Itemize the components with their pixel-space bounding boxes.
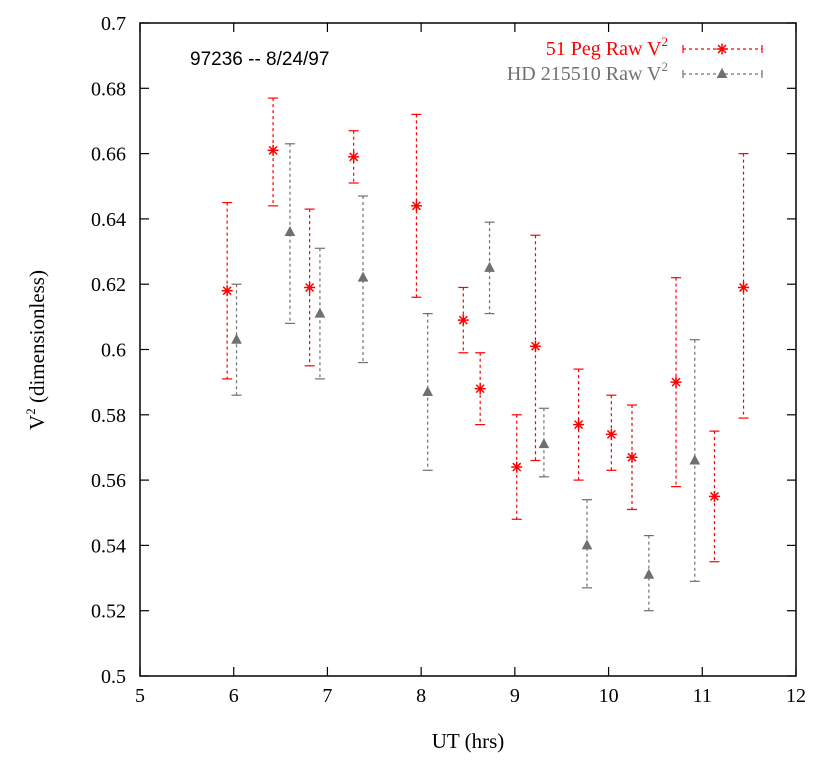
data-point-hd215510 xyxy=(689,454,701,465)
star-stroke xyxy=(411,201,421,211)
axis-ticks xyxy=(139,22,797,677)
error-bar-hd215510 xyxy=(484,221,495,315)
star-stroke xyxy=(574,420,584,430)
legend-marker-51peg xyxy=(716,43,728,55)
data-point-51peg xyxy=(511,461,523,473)
plot-frame xyxy=(139,22,797,677)
x-tick-label: 5 xyxy=(135,685,145,707)
y-tick-labels: 0.5 0.52 0.54 0.56 0.58 0.6 0.62 0.64 0.66 0.68 0.… xyxy=(91,13,126,688)
x-tick-label: 6 xyxy=(229,685,239,707)
data-point-51peg xyxy=(348,151,360,163)
error-bar-hd215510 xyxy=(314,247,325,380)
star-stroke xyxy=(305,282,315,292)
data-point-hd215510 xyxy=(581,539,593,550)
legend-label-hd215510: HD 215510 Raw V2 xyxy=(507,59,668,85)
x-tick-label: 8 xyxy=(416,685,426,707)
legend: 51 Peg Raw V2 HD 215510 Raw V2 xyxy=(507,34,763,85)
error-bar-51peg xyxy=(475,352,486,426)
x-tick-label: 12 xyxy=(786,685,806,707)
y-tick-label: 0.54 xyxy=(91,535,126,557)
error-bar-51peg xyxy=(627,404,637,511)
y-tick-label: 0.5 xyxy=(101,666,126,688)
y-axis-title-rest: (dimensionless) xyxy=(25,270,49,408)
y-axis-title: V2 (dimensionless) xyxy=(23,270,49,430)
data-point-51peg xyxy=(708,490,720,502)
x-tick-label: 7 xyxy=(322,685,332,707)
legend-label-51peg-sup: 2 xyxy=(662,34,669,49)
y-tick-label: 0.66 xyxy=(91,144,126,166)
y-axis-title-sup: 2 xyxy=(23,408,38,415)
data-point-51peg xyxy=(267,144,279,156)
data-point-51peg xyxy=(670,376,682,388)
star-stroke xyxy=(268,145,278,155)
legend-marker-hd215510 xyxy=(716,67,728,78)
error-bar-51peg xyxy=(511,414,522,520)
data-point-51peg xyxy=(529,340,541,352)
star-stroke xyxy=(739,282,749,292)
x-tick-label: 9 xyxy=(510,685,520,707)
data-point-51peg xyxy=(573,419,585,431)
data-point-hd215510 xyxy=(314,307,326,318)
data-point-hd215510 xyxy=(357,271,369,282)
data-point-51peg xyxy=(304,281,316,293)
star-stroke xyxy=(717,44,727,54)
data-point-51peg xyxy=(626,451,638,463)
y-tick-label: 0.64 xyxy=(91,209,126,231)
star-stroke xyxy=(222,286,232,296)
y-tick-label: 0.58 xyxy=(91,405,126,427)
legend-label-hd215510-sup: 2 xyxy=(662,59,669,74)
star-stroke xyxy=(671,377,681,387)
y-axis-title-base: V xyxy=(25,415,49,430)
star-stroke xyxy=(606,429,616,439)
star-stroke xyxy=(475,384,485,394)
data-point-51peg xyxy=(605,428,617,440)
data-point-51peg xyxy=(474,383,486,395)
x-axis-title: UT (hrs) xyxy=(432,729,505,753)
star-stroke xyxy=(709,491,719,501)
error-bar-51peg xyxy=(530,234,541,462)
annotation-label: 97236 -- 8/24/97 xyxy=(190,49,329,70)
data-point-hd215510 xyxy=(284,225,296,236)
error-bar-51peg xyxy=(709,430,720,563)
error-bar-hd215510 xyxy=(284,143,295,324)
data-point-hd215510 xyxy=(231,333,242,344)
legend-samples xyxy=(682,43,763,78)
error-bar-51peg xyxy=(222,201,233,380)
data-point-hd215510 xyxy=(538,438,550,449)
data-point-51peg xyxy=(457,314,469,326)
y-tick-label: 0.62 xyxy=(91,274,126,296)
star-stroke xyxy=(530,341,540,351)
x-tick-label: 10 xyxy=(599,685,619,707)
data-point-51peg xyxy=(738,281,750,293)
data-point-51peg xyxy=(410,200,422,212)
star-stroke xyxy=(458,315,468,325)
x-tick-label: 11 xyxy=(693,685,712,707)
y-tick-label: 0.68 xyxy=(91,78,126,100)
legend-label-51peg-name: 51 Peg Raw V xyxy=(546,38,662,60)
data-point-hd215510 xyxy=(484,261,495,272)
y-tick-label: 0.52 xyxy=(91,601,126,623)
legend-label-hd215510-name: HD 215510 Raw V xyxy=(507,63,662,85)
y-tick-label: 0.56 xyxy=(91,470,126,492)
star-stroke xyxy=(512,462,522,472)
error-bar-51peg xyxy=(268,97,279,207)
data-point-51peg xyxy=(221,285,233,297)
y-tick-label: 0.6 xyxy=(101,340,126,362)
legend-sample-hd215510 xyxy=(682,70,763,78)
data-markers xyxy=(221,144,750,579)
error-bars xyxy=(222,97,749,612)
data-point-hd215510 xyxy=(422,385,434,396)
error-bar-hd215510 xyxy=(358,195,369,364)
legend-sample-51peg xyxy=(682,45,763,53)
x-tick-labels: 5 6 7 8 9 10 11 12 xyxy=(135,685,806,707)
y-tick-label: 0.7 xyxy=(101,13,126,35)
star-stroke xyxy=(627,452,637,462)
legend-label-51peg: 51 Peg Raw V2 xyxy=(546,34,668,60)
error-bar-hd215510 xyxy=(538,407,549,478)
star-stroke xyxy=(349,152,359,162)
data-point-hd215510 xyxy=(643,568,655,579)
